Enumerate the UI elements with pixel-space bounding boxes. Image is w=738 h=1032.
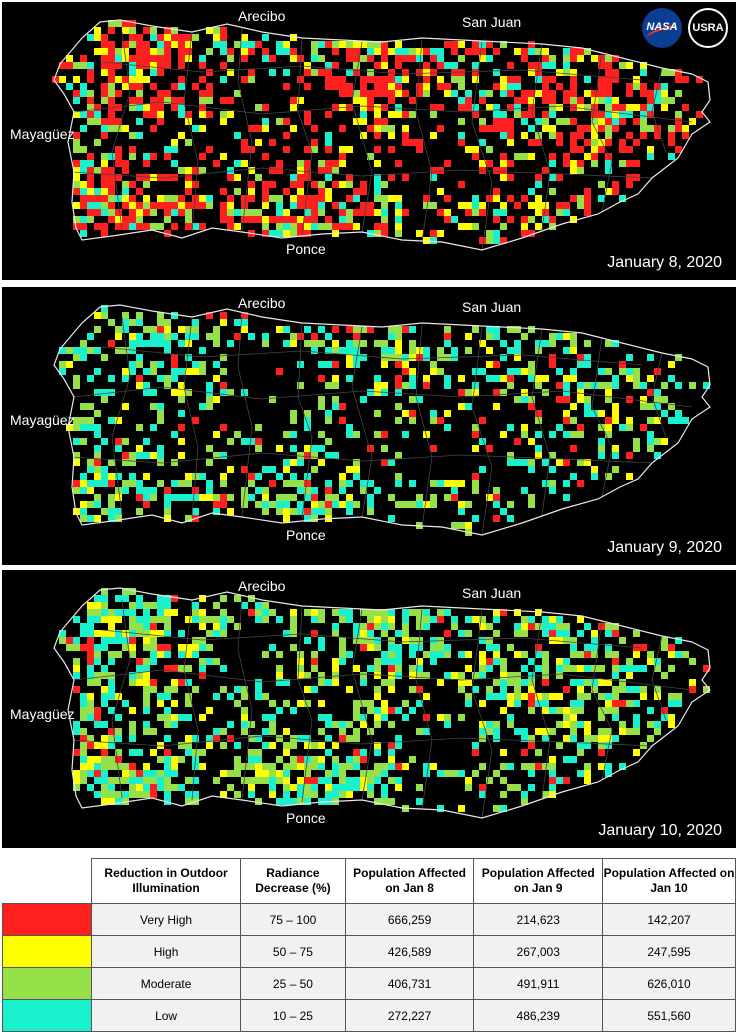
header-radiance: Radiance Decrease (%)	[240, 858, 346, 904]
population-jan10: 626,010	[602, 967, 736, 1000]
radiance-range: 75 – 100	[240, 903, 346, 936]
header-jan9: Population Affected on Jan 9	[473, 858, 604, 904]
island-coastline	[53, 587, 711, 819]
map-panel-jan9: Arecibo San Juan Mayagüez Ponce January …	[2, 287, 736, 565]
label-arecibo: Arecibo	[238, 578, 286, 594]
island-map	[53, 587, 711, 819]
label-mayaguez: Mayagüez	[10, 412, 75, 428]
legend-header-blank	[2, 858, 92, 904]
population-jan9: 267,003	[473, 935, 604, 968]
population-jan9: 491,911	[473, 967, 604, 1000]
label-ponce: Ponce	[286, 527, 326, 543]
map-panel-jan10: Arecibo San Juan Mayagüez Ponce January …	[2, 570, 736, 848]
header-reduction: Reduction in Outdoor Illumination	[90, 858, 242, 904]
population-jan8: 272,227	[344, 999, 475, 1032]
nasa-logo-text: NASA	[646, 21, 678, 33]
population-jan9: 486,239	[473, 999, 604, 1032]
population-jan10: 142,207	[602, 903, 736, 936]
population-jan9: 214,623	[473, 903, 604, 936]
level-label: Moderate	[90, 967, 242, 1000]
population-jan10: 551,560	[602, 999, 736, 1032]
population-jan10: 247,595	[602, 935, 736, 968]
label-arecibo: Arecibo	[238, 8, 286, 24]
municipality-boundaries	[71, 312, 693, 536]
legend-header-row: Reduction in Outdoor Illumination Radian…	[2, 858, 736, 904]
swatch-low	[2, 999, 92, 1032]
population-jan8: 406,731	[344, 967, 475, 1000]
legend-table: Reduction in Outdoor Illumination Radian…	[2, 858, 736, 1032]
island-coastline	[53, 304, 711, 536]
label-san-juan: San Juan	[462, 14, 522, 30]
legend-row-moderate: Moderate 25 – 50 406,731 491,911 626,010	[2, 967, 736, 1000]
label-mayaguez: Mayagüez	[10, 126, 75, 142]
logos: NASA USRA	[642, 8, 728, 48]
date-label: January 9, 2020	[607, 539, 722, 556]
light-loss-pixels	[59, 305, 710, 536]
population-jan8: 666,259	[344, 903, 475, 936]
island-map	[52, 19, 711, 251]
legend-row-high: High 50 – 75 426,589 267,003 247,595	[2, 935, 736, 968]
map-panel-jan8: Arecibo San Juan Mayagüez Ponce January …	[2, 2, 736, 280]
label-mayaguez: Mayagüez	[10, 706, 75, 722]
island-map	[53, 304, 711, 536]
legend-row-low: Low 10 – 25 272,227 486,239 551,560	[2, 999, 736, 1032]
radiance-range: 50 – 75	[240, 935, 346, 968]
legend-row-very-high: Very High 75 – 100 666,259 214,623 142,2…	[2, 903, 736, 936]
level-label: Very High	[90, 903, 242, 936]
label-ponce: Ponce	[286, 241, 326, 257]
header-jan10: Population Affected on Jan 10	[602, 858, 736, 904]
population-jan8: 426,589	[344, 935, 475, 968]
island-coastline	[53, 19, 711, 251]
level-label: High	[90, 935, 242, 968]
date-label: January 10, 2020	[598, 822, 722, 839]
label-ponce: Ponce	[286, 810, 326, 826]
swatch-high	[2, 935, 92, 968]
date-label: January 8, 2020	[607, 254, 722, 271]
header-jan8: Population Affected on Jan 8	[344, 858, 475, 904]
light-loss-pixels	[59, 588, 710, 812]
usra-logo: USRA	[688, 8, 728, 48]
label-arecibo: Arecibo	[238, 295, 286, 311]
municipality-boundaries	[71, 27, 693, 251]
municipality-boundaries	[71, 595, 693, 819]
level-label: Low	[90, 999, 242, 1032]
swatch-very-high	[2, 903, 92, 936]
radiance-range: 25 – 50	[240, 967, 346, 1000]
label-san-juan: San Juan	[462, 585, 522, 601]
label-san-juan: San Juan	[462, 299, 522, 315]
swatch-moderate	[2, 967, 92, 1000]
radiance-range: 10 – 25	[240, 999, 346, 1032]
nasa-logo: NASA	[642, 8, 682, 48]
